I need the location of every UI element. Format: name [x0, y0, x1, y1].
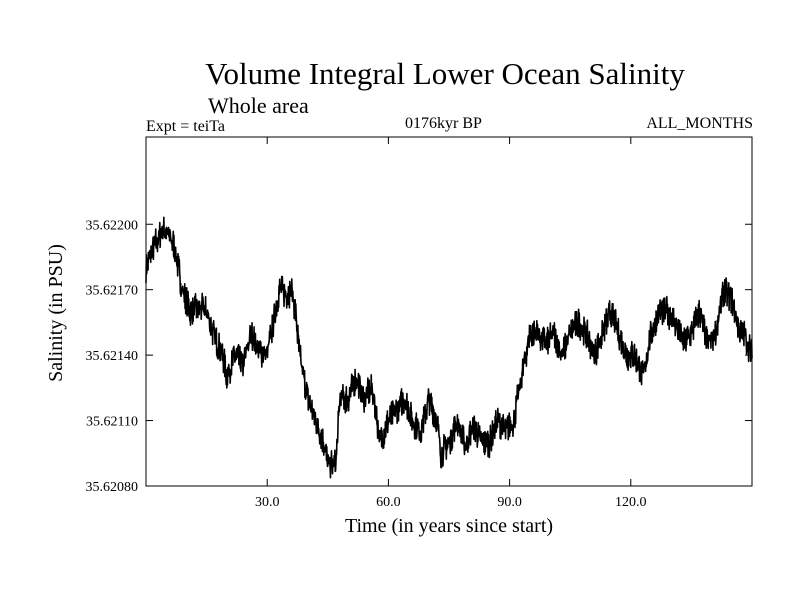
period-label: 0176kyr BP	[405, 115, 482, 132]
months-label: ALL_MONTHS	[646, 115, 753, 132]
y-tick-label: 35.62140	[86, 349, 139, 364]
x-tick-label: 120.0	[615, 495, 647, 510]
experiment-label: Expt = teiTa	[146, 118, 225, 135]
x-tick-label: 60.0	[376, 495, 401, 510]
chart-title: Volume Integral Lower Ocean Salinity	[205, 56, 685, 91]
x-tick-label: 90.0	[497, 495, 522, 510]
y-tick-label: 35.62200	[86, 218, 139, 233]
y-axis-label: Salinity (in PSU)	[45, 244, 67, 382]
y-tick-label: 35.62080	[86, 480, 139, 495]
x-axis-label: Time (in years since start)	[345, 515, 553, 537]
y-tick-label: 35.62110	[86, 415, 138, 430]
salinity-line	[145, 216, 753, 479]
plot-frame	[145, 136, 753, 487]
x-tick-label: 30.0	[255, 495, 280, 510]
chart-subtitle: Whole area	[208, 93, 309, 118]
y-tick-label: 35.62170	[86, 284, 139, 299]
